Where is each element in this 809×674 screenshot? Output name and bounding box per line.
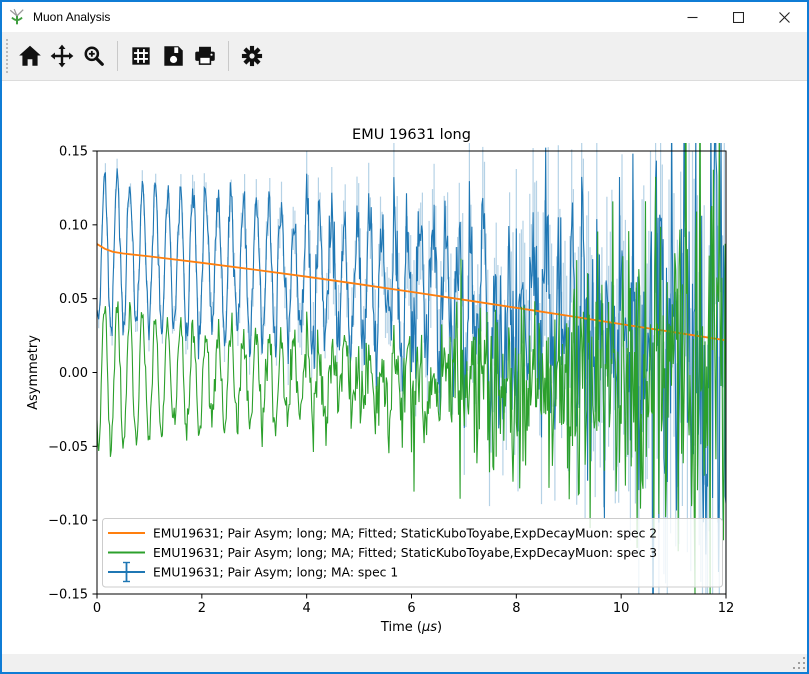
legend: EMU19631; Pair Asym; long; MA; Fitted; S… bbox=[103, 519, 723, 588]
minimize-button[interactable] bbox=[669, 2, 715, 32]
maximize-button[interactable] bbox=[715, 2, 761, 32]
x-axis: 0 2 4 6 8 10 12 bbox=[93, 594, 734, 616]
y-tick-label: −0.10 bbox=[48, 514, 88, 529]
customize-button[interactable] bbox=[237, 39, 267, 73]
y-tick-label: 0.10 bbox=[59, 218, 88, 233]
legend-entry: EMU19631; Pair Asym; long; MA; Fitted; S… bbox=[108, 526, 657, 540]
statusbar bbox=[2, 654, 807, 672]
save-button[interactable] bbox=[158, 39, 188, 73]
y-axis-label: Asymmetry bbox=[26, 335, 41, 410]
y-tick-label: −0.15 bbox=[48, 588, 88, 603]
x-tick-label: 10 bbox=[613, 601, 630, 616]
subplots-grid-icon bbox=[128, 43, 154, 69]
x-tick-label: 4 bbox=[303, 601, 311, 616]
y-tick-label: −0.05 bbox=[48, 440, 88, 455]
close-icon bbox=[779, 12, 790, 23]
save-floppy-icon bbox=[160, 43, 186, 69]
subplots-button[interactable] bbox=[126, 39, 156, 73]
y-tick-label: 0.05 bbox=[59, 292, 88, 307]
x-tick-label: 6 bbox=[407, 601, 415, 616]
x-tick-label: 8 bbox=[512, 601, 520, 616]
x-tick-label: 2 bbox=[198, 601, 206, 616]
pan-move-icon bbox=[49, 43, 75, 69]
legend-label: EMU19631; Pair Asym; long; MA: spec 1 bbox=[153, 565, 398, 579]
legend-entry: EMU19631; Pair Asym; long; MA; Fitted; S… bbox=[108, 546, 657, 560]
zoom-magnifier-icon bbox=[81, 43, 107, 69]
legend-label: EMU19631; Pair Asym; long; MA; Fitted; S… bbox=[153, 546, 657, 560]
x-axis-label: Time (μs) bbox=[380, 620, 442, 635]
maximize-icon bbox=[733, 12, 744, 23]
toolbar-drag-handle[interactable] bbox=[6, 39, 8, 73]
plot-toolbar bbox=[2, 32, 807, 81]
app-icon bbox=[8, 8, 26, 26]
toolbar-separator bbox=[228, 41, 229, 71]
chart-title: EMU 19631 long bbox=[352, 127, 471, 143]
home-button[interactable] bbox=[15, 39, 45, 73]
legend-label: EMU19631; Pair Asym; long; MA; Fitted; S… bbox=[153, 526, 657, 540]
window-title: Muon Analysis bbox=[33, 10, 110, 24]
y-axis: −0.15 −0.10 −0.05 0.00 0.05 0.10 0.15 bbox=[48, 145, 97, 603]
x-tick-label: 0 bbox=[93, 601, 101, 616]
home-icon bbox=[17, 43, 43, 69]
y-tick-label: 0.15 bbox=[59, 145, 88, 160]
resize-grip[interactable] bbox=[791, 657, 805, 671]
minimize-icon bbox=[687, 12, 698, 23]
y-tick-label: 0.00 bbox=[59, 366, 88, 381]
gear-icon bbox=[239, 43, 265, 69]
print-icon bbox=[192, 43, 218, 69]
chart: EMU 19631 long 0 2 4 6 8 10 12 −0.15 −0.10 −0.05 0.… bbox=[2, 82, 807, 654]
x-tick-label: 12 bbox=[718, 601, 735, 616]
close-button[interactable] bbox=[761, 2, 807, 32]
plot-canvas[interactable]: EMU 19631 long 0 2 4 6 8 10 12 −0.15 −0.10 −0.05 0.… bbox=[2, 82, 807, 654]
zoom-button[interactable] bbox=[79, 39, 109, 73]
titlebar[interactable]: Muon Analysis bbox=[2, 2, 807, 32]
muon-analysis-window: Muon Analysis bbox=[0, 0, 809, 674]
toolbar-separator bbox=[117, 41, 118, 71]
pan-button[interactable] bbox=[47, 39, 77, 73]
print-button[interactable] bbox=[190, 39, 220, 73]
